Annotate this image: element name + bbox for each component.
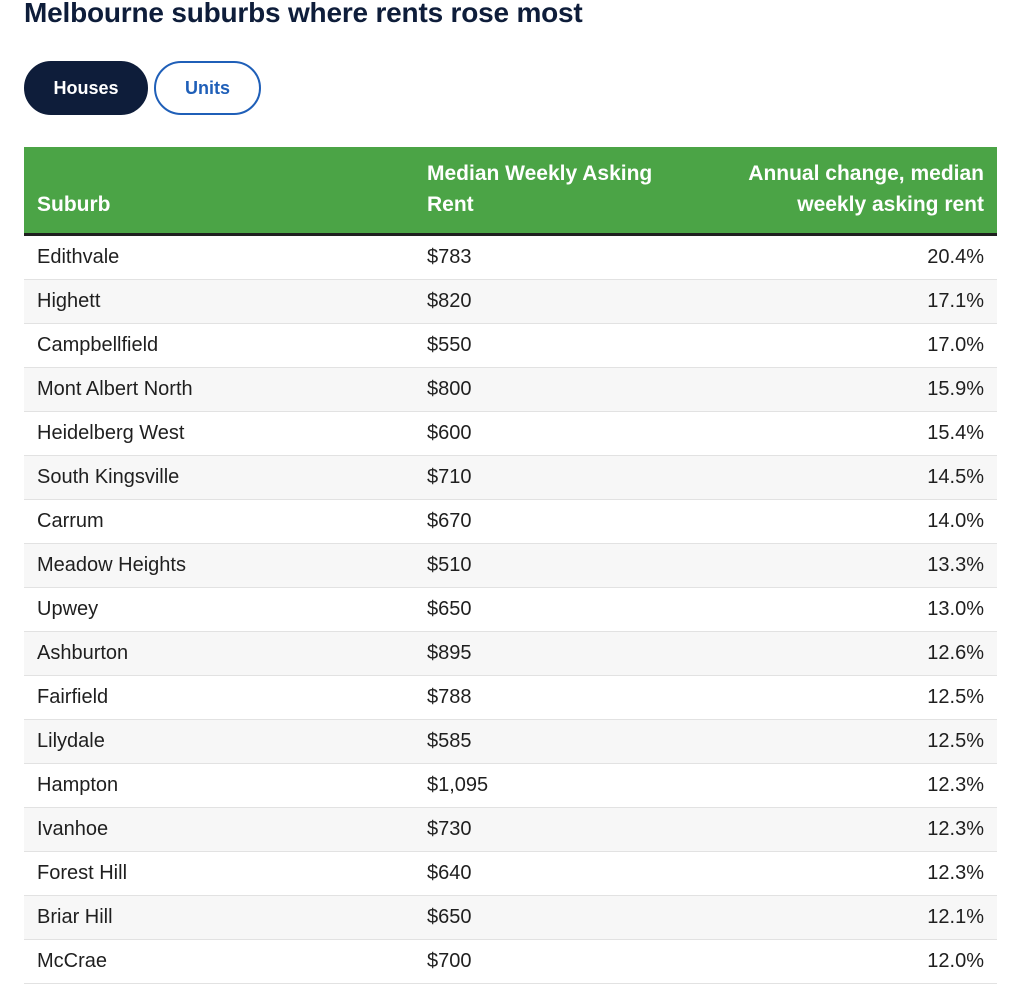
- rent-cell: $895: [427, 642, 472, 664]
- rent-cell: $710: [427, 466, 472, 488]
- table-row: Heidelberg West $600 15.4%: [24, 412, 997, 456]
- table-row: Edithvale $783 20.4%: [24, 236, 997, 280]
- table-body: Edithvale $783 20.4% Highett $820 17.1% Campbe…: [24, 236, 997, 984]
- suburb-cell: Ashburton: [37, 642, 129, 664]
- suburb-cell: Heidelberg West: [37, 422, 185, 444]
- suburb-cell: Mont Albert North: [37, 378, 193, 400]
- suburb-cell: Hampton: [37, 774, 119, 796]
- column-header-suburb[interactable]: Suburb: [37, 193, 111, 216]
- change-cell: 12.3%: [927, 774, 984, 796]
- units-toggle-button[interactable]: Units: [154, 61, 261, 115]
- change-cell: 14.5%: [927, 466, 984, 488]
- change-cell: 12.5%: [927, 686, 984, 708]
- rent-cell: $1,095: [427, 774, 489, 796]
- rent-cell: $600: [427, 422, 472, 444]
- table-row: Carrum $670 14.0%: [24, 500, 997, 544]
- table-row: Lilydale $585 12.5%: [24, 720, 997, 764]
- suburb-cell: Carrum: [37, 510, 104, 532]
- change-cell: 12.5%: [927, 730, 984, 752]
- table-row: Campbellfield $550 17.0%: [24, 324, 997, 368]
- table-row: South Kingsville $710 14.5%: [24, 456, 997, 500]
- property-type-toggle: Houses Units: [24, 61, 261, 115]
- suburb-cell: Ivanhoe: [37, 818, 109, 840]
- table-row: Hampton $1,095 12.3%: [24, 764, 997, 808]
- table-row: Meadow Heights $510 13.3%: [24, 544, 997, 588]
- rent-cell: $640: [427, 862, 472, 884]
- suburb-cell: Campbellfield: [37, 334, 159, 356]
- change-cell: 20.4%: [927, 246, 984, 268]
- suburb-cell: Forest Hill: [37, 862, 128, 884]
- change-cell: 14.0%: [927, 510, 984, 532]
- table-row: Mont Albert North $800 15.9%: [24, 368, 997, 412]
- suburb-cell: Meadow Heights: [37, 554, 186, 576]
- table-header: Suburb Median Weekly Asking Rent Annual …: [24, 147, 997, 236]
- suburb-cell: Edithvale: [37, 246, 120, 268]
- rent-cell: $730: [427, 818, 472, 840]
- suburb-cell: McCrae: [37, 950, 108, 972]
- change-cell: 15.4%: [927, 422, 984, 444]
- suburb-cell: South Kingsville: [37, 466, 180, 488]
- rent-cell: $510: [427, 554, 472, 576]
- column-header-rent[interactable]: Median Weekly Asking Rent: [427, 162, 653, 216]
- table-row: Briar Hill $650 12.1%: [24, 896, 997, 940]
- table-row: Fairfield $788 12.5%: [24, 676, 997, 720]
- change-cell: 13.3%: [927, 554, 984, 576]
- change-cell: 12.1%: [927, 906, 984, 928]
- suburb-cell: Fairfield: [37, 686, 109, 708]
- suburb-cell: Highett: [37, 290, 101, 312]
- rent-cell: $788: [427, 686, 472, 708]
- suburb-cell: Upwey: [37, 598, 99, 620]
- table-row: McCrae $700 12.0%: [24, 940, 997, 984]
- rent-cell: $700: [427, 950, 472, 972]
- change-cell: 17.0%: [927, 334, 984, 356]
- rent-table: Suburb Median Weekly Asking Rent Annual …: [24, 147, 997, 984]
- change-cell: 13.0%: [927, 598, 984, 620]
- change-cell: 15.9%: [927, 378, 984, 400]
- suburb-cell: Briar Hill: [37, 906, 113, 928]
- table-row: Forest Hill $640 12.3%: [24, 852, 997, 896]
- rent-cell: $585: [427, 730, 472, 752]
- rent-cell: $670: [427, 510, 472, 532]
- table-row: Ivanhoe $730 12.3%: [24, 808, 997, 852]
- table-row: Ashburton $895 12.6%: [24, 632, 997, 676]
- column-header-change[interactable]: Annual change, median weekly asking rent: [748, 162, 984, 216]
- rent-cell: $800: [427, 378, 472, 400]
- change-cell: 12.3%: [927, 862, 984, 884]
- change-cell: 12.6%: [927, 642, 984, 664]
- rent-cell: $550: [427, 334, 472, 356]
- rent-cell: $820: [427, 290, 472, 312]
- table-row: Highett $820 17.1%: [24, 280, 997, 324]
- table-row: Upwey $650 13.0%: [24, 588, 997, 632]
- change-cell: 12.0%: [927, 950, 984, 972]
- suburb-cell: Lilydale: [37, 730, 105, 752]
- change-cell: 12.3%: [927, 818, 984, 840]
- change-cell: 17.1%: [927, 290, 984, 312]
- rent-cell: $783: [427, 246, 472, 268]
- rent-cell: $650: [427, 598, 472, 620]
- rent-cell: $650: [427, 906, 472, 928]
- houses-toggle-button[interactable]: Houses: [24, 61, 148, 115]
- page-title: Melbourne suburbs where rents rose most: [24, 0, 583, 28]
